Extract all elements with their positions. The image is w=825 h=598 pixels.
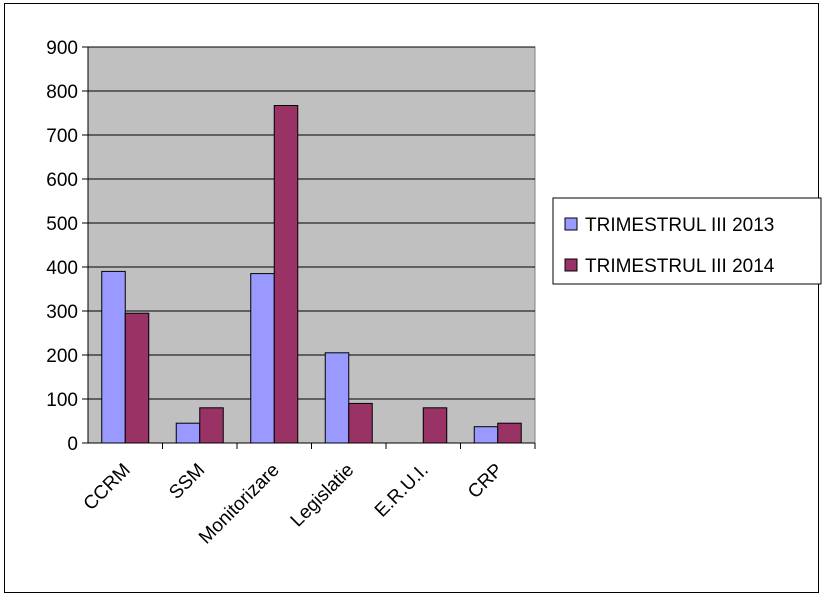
bar-monitorizare-series-1	[250, 273, 275, 444]
y-tick-label: 100	[46, 390, 78, 411]
y-tick-label: 0	[67, 434, 78, 455]
y-tick-label: 800	[46, 82, 78, 103]
y-tick-label: 700	[46, 126, 78, 147]
gridlines	[88, 46, 535, 400]
legend-swatch-series-1	[564, 217, 578, 231]
bar-ssm-series-2	[199, 407, 224, 444]
x-tick-label: SSM	[165, 460, 209, 504]
bar-ccrm-series-2	[124, 312, 150, 444]
legend-label-series-2: TRIMESTRUL III 2014	[585, 256, 775, 277]
legend-box	[552, 197, 822, 285]
bar-legislatie-series-2	[348, 402, 373, 444]
legend-label-series-1: TRIMESTRUL III 2013	[585, 215, 774, 236]
x-tick-label: Legislatie	[287, 460, 359, 532]
x-tick-label: E.R.U.I.	[371, 460, 433, 522]
y-axis-ticks: 0 100 200 300 400 500 600 700 800 900	[46, 38, 88, 455]
x-tick-label: Monitorizare	[195, 460, 284, 549]
y-tick-label: 500	[46, 214, 78, 235]
bars	[101, 105, 522, 444]
y-tick-label: 900	[46, 38, 78, 59]
bar-crp-series-1	[473, 426, 499, 444]
bar-monitorizare-series-2	[273, 105, 299, 444]
y-tick-label: 400	[46, 258, 78, 279]
y-tick-label: 300	[46, 302, 78, 323]
legend-swatch-series-2	[564, 258, 578, 272]
y-tick-label: 200	[46, 346, 78, 367]
bar-ssm-series-1	[175, 422, 201, 444]
y-tick-label: 600	[46, 170, 78, 191]
x-tick-label: CCRM	[80, 460, 135, 515]
bar-ccrm-series-1	[101, 270, 126, 444]
bar-e-r-u-i--series-2	[422, 407, 448, 444]
legend: TRIMESTRUL III 2013 TRIMESTRUL III 2014	[552, 197, 822, 285]
bar-legislatie-series-1	[324, 352, 350, 444]
x-tick-label: CRP	[464, 460, 507, 503]
plot-area	[87, 46, 536, 444]
bar-crp-series-2	[497, 422, 522, 444]
